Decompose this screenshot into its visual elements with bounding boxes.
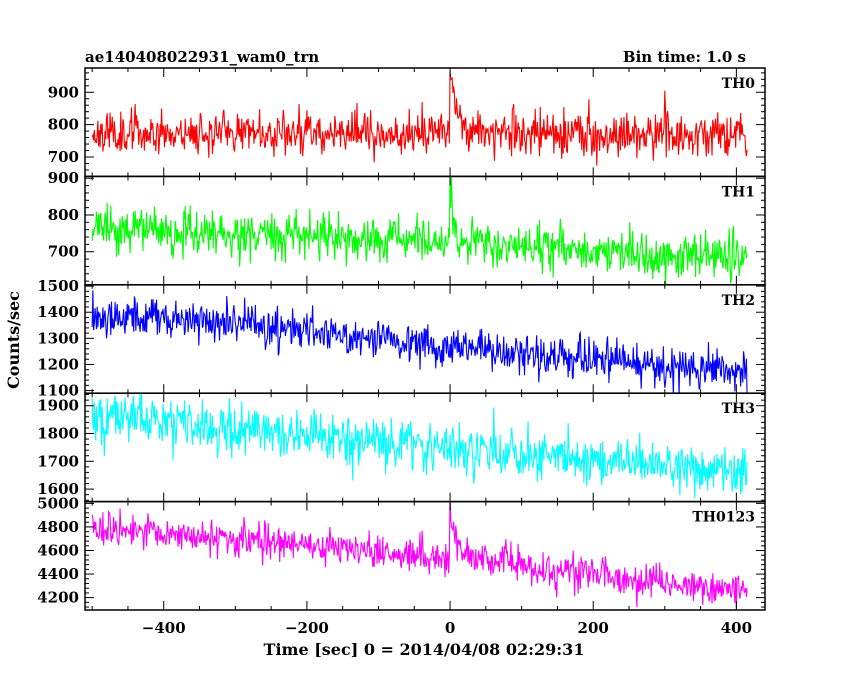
y-tick-label: 4400 [37, 565, 79, 583]
y-tick-label: 4800 [37, 518, 79, 536]
y-tick-label: 1600 [37, 480, 79, 498]
panel-th1: 700 800 900 TH1 [48, 169, 766, 286]
y-tick-label: 5000 [37, 494, 79, 512]
panel-label-th3: TH3 [722, 401, 755, 417]
y-tick-label: 900 [48, 169, 79, 187]
y-tick-label: 700 [48, 148, 79, 166]
panel-label-th1: TH1 [722, 184, 755, 200]
y-tick-label: 1100 [37, 382, 79, 400]
series-line-th2 [91, 290, 748, 394]
panel-label-th0: TH0 [722, 76, 756, 92]
series-line-th0123 [91, 501, 748, 609]
x-tick-labels: −400 −200 0 200 400 [142, 619, 752, 637]
y-tick-label: 1300 [37, 329, 79, 347]
y-tick-label: 4200 [37, 589, 79, 607]
x-tick-label: −400 [142, 619, 186, 637]
series-line-th1 [91, 176, 748, 285]
y-axis-title: Counts/sec [4, 291, 23, 389]
series-line-th3 [91, 393, 748, 499]
y-tick-label: 1200 [37, 355, 79, 373]
y-tick-label: 800 [48, 116, 79, 134]
series-line-th0 [91, 70, 748, 166]
panel-frame [84, 500, 766, 611]
x-axis-title: Time [sec] 0 = 2014/04/08 02:29:31 [264, 640, 585, 659]
panel-label-th2: TH2 [722, 293, 755, 309]
x-tick-label: 400 [721, 619, 752, 637]
bin-time-label: Bin time: 1.0 s [623, 48, 746, 66]
panels-group: 700 800 900 TH0 700 800 900 TH1 1100 1200 1300 1400… [37, 67, 766, 611]
y-tick-label: 1900 [37, 397, 79, 415]
y-tick-label: 800 [48, 206, 79, 224]
panel-label-th0123: TH0123 [692, 510, 755, 526]
y-tick-label: 900 [48, 83, 79, 101]
y-tick-label: 1500 [37, 277, 79, 295]
x-tick-label: −200 [285, 619, 329, 637]
y-tick-label: 1400 [37, 303, 79, 321]
x-tick-label: 0 [445, 619, 455, 637]
panel-th0123: 4200 4400 4600 4800 5000 TH0123 [37, 494, 766, 611]
y-tick-label: 1800 [37, 425, 79, 443]
y-tick-label: 1700 [37, 452, 79, 470]
panel-th3: 1600 1700 1800 1900 TH3 [37, 392, 766, 503]
y-tick-label: 700 [48, 243, 79, 261]
y-tick-label: 4600 [37, 541, 79, 559]
chart-title: ae140408022931_wam0_trn [85, 48, 319, 66]
x-tick-label: 200 [578, 619, 609, 637]
